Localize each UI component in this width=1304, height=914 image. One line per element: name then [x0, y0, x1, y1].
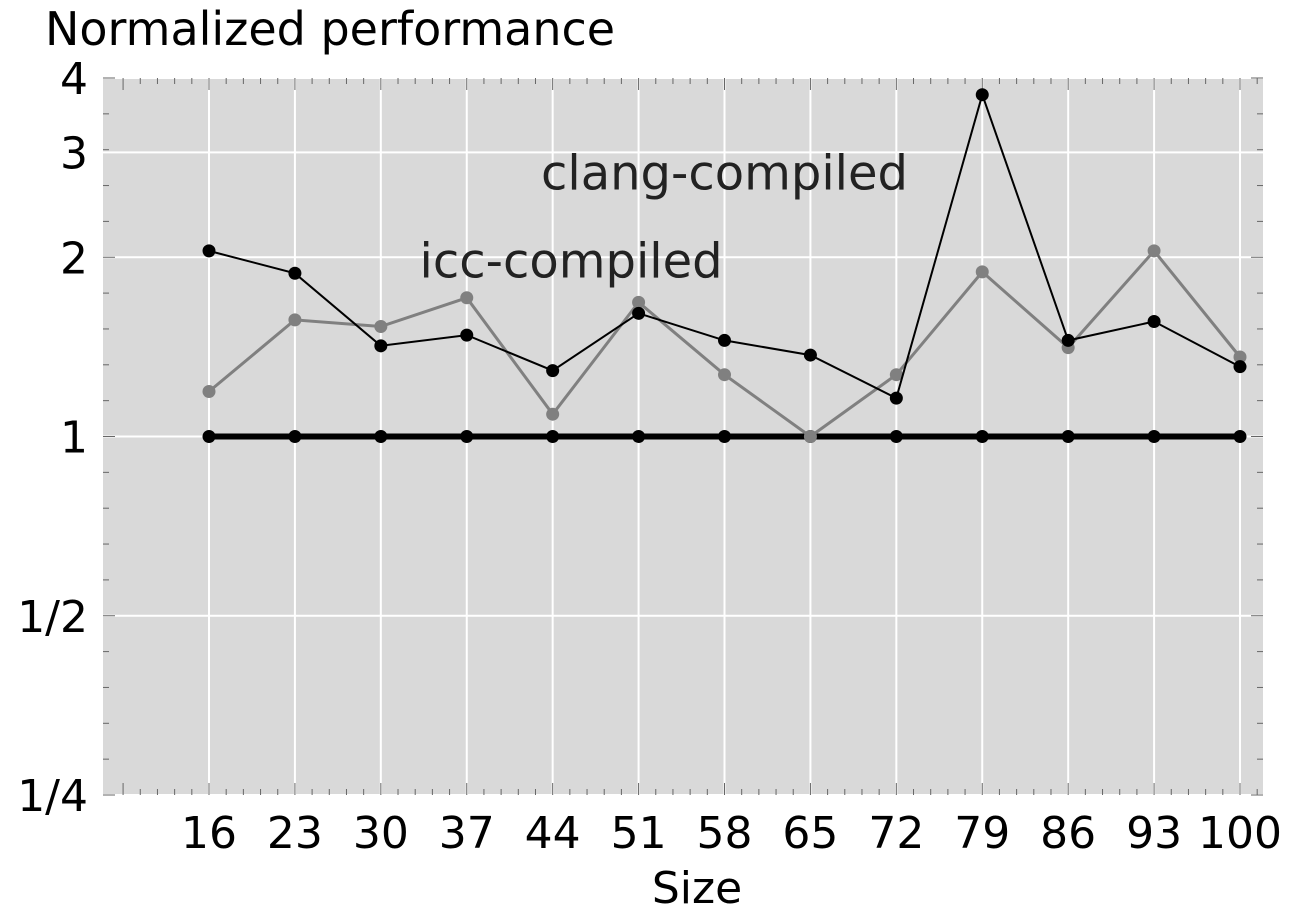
- data-point: [718, 368, 731, 382]
- data-point: [803, 430, 817, 443]
- x-axis-labels: 16 23 30 37 44 51 58 65 72 79 86 93 100: [181, 808, 1282, 859]
- annotation-label: icc-compiled: [420, 233, 723, 289]
- data-point: [889, 368, 903, 382]
- x-tick-label: 72: [868, 808, 924, 859]
- annotations: clang-compiled icc-compiled: [420, 145, 908, 289]
- data-point: [288, 266, 302, 280]
- data-point: [889, 391, 903, 405]
- y-axis-labels: 4 3 2 1 1/2 1/4: [17, 54, 88, 822]
- y-tick-label: 1/2: [17, 592, 88, 643]
- series-group: [202, 88, 1247, 443]
- data-point: [1233, 430, 1247, 443]
- x-axis-title: Size: [652, 863, 742, 914]
- data-point: [288, 313, 302, 327]
- baseline-series: [202, 430, 1247, 443]
- axis-ticks: [103, 77, 1263, 796]
- x-tick-label: 37: [439, 808, 495, 859]
- y-tick-label: 2: [60, 233, 88, 284]
- x-tick-label: 93: [1126, 808, 1182, 859]
- data-point: [374, 339, 388, 353]
- x-tick-label: 44: [525, 808, 581, 859]
- data-point: [288, 430, 302, 443]
- data-point: [803, 348, 817, 362]
- x-tick-label: 100: [1198, 808, 1282, 859]
- data-point: [546, 430, 560, 443]
- data-point: [460, 430, 474, 443]
- data-point: [718, 333, 731, 347]
- series-2: [202, 244, 1247, 443]
- data-point: [1061, 333, 1075, 347]
- data-point: [1233, 350, 1247, 364]
- x-tick-label: 58: [697, 808, 753, 859]
- data-point: [632, 295, 646, 309]
- data-point: [975, 88, 989, 102]
- data-point: [1233, 360, 1247, 374]
- chart-title: Normalized performance: [45, 2, 615, 56]
- data-point: [374, 320, 388, 334]
- data-point: [374, 430, 388, 443]
- x-tick-label: 30: [353, 808, 409, 859]
- data-point: [889, 430, 903, 443]
- data-point: [1061, 430, 1075, 443]
- data-point: [546, 364, 560, 378]
- annotation-label: clang-compiled: [541, 145, 908, 201]
- x-tick-label: 86: [1040, 808, 1096, 859]
- data-point: [1147, 430, 1161, 443]
- y-tick-label: 4: [60, 54, 88, 105]
- data-point: [1147, 315, 1161, 329]
- series-1: [202, 88, 1247, 405]
- data-point: [632, 430, 646, 443]
- data-point: [718, 430, 731, 443]
- data-point: [202, 244, 216, 258]
- data-point: [460, 291, 474, 305]
- data-point: [460, 328, 474, 342]
- data-point: [975, 430, 989, 443]
- y-tick-label: 1/4: [17, 771, 88, 822]
- x-tick-label: 16: [181, 808, 237, 859]
- x-tick-label: 65: [782, 808, 838, 859]
- y-tick-label: 1: [60, 413, 88, 464]
- data-point: [546, 407, 560, 421]
- x-tick-label: 23: [267, 808, 323, 859]
- x-tick-label: 51: [611, 808, 667, 859]
- data-point: [202, 385, 216, 399]
- x-tick-label: 79: [954, 808, 1010, 859]
- y-tick-label: 3: [60, 128, 88, 179]
- data-point: [975, 265, 989, 279]
- data-point: [202, 430, 216, 443]
- data-point: [1147, 244, 1161, 258]
- data-point: [632, 306, 646, 320]
